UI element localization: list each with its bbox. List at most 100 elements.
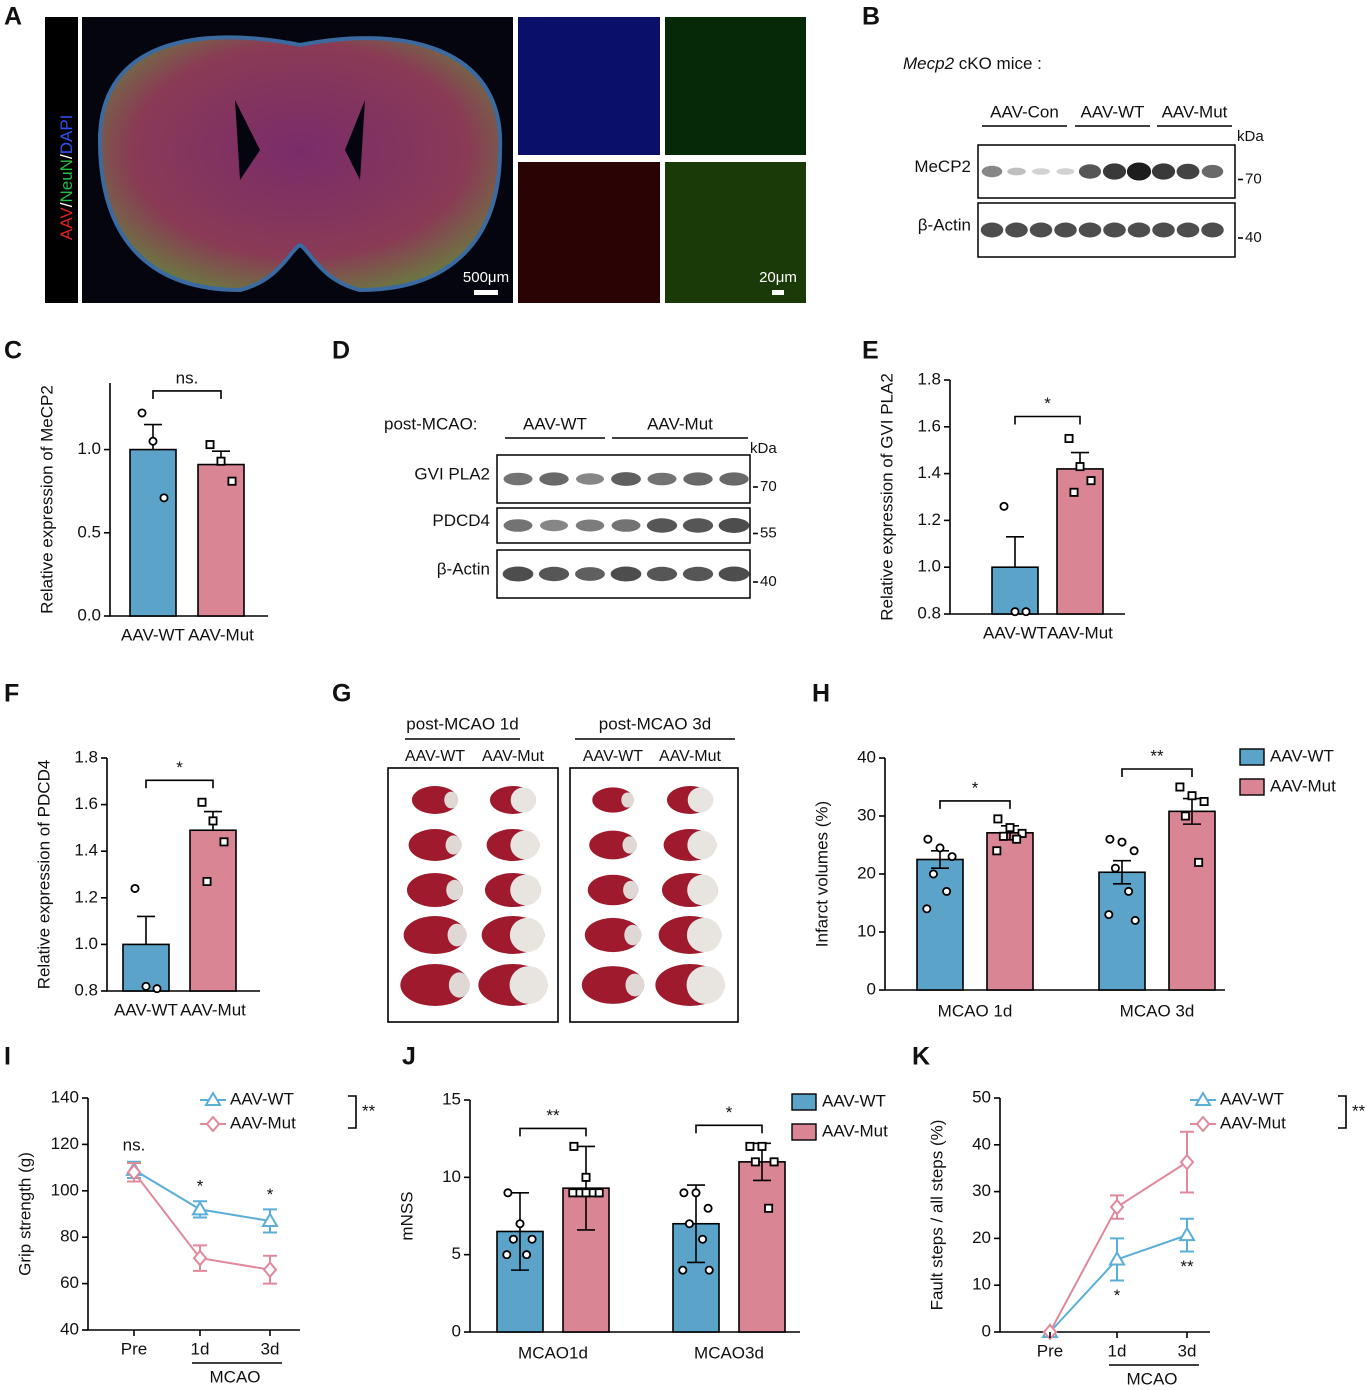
data-point (704, 1265, 714, 1275)
data-point (1064, 433, 1074, 443)
lane-group: AAV-WT (523, 414, 587, 433)
y-tick-label: 10 (972, 1275, 991, 1294)
data-point (1129, 846, 1139, 856)
data-point (1180, 811, 1190, 821)
band (1102, 163, 1127, 180)
y-tick-label: 100 (51, 1180, 79, 1199)
x-tick-label: 3d (261, 1339, 280, 1358)
sig-bracket (1121, 768, 1193, 777)
infarct (625, 973, 645, 997)
data-point (998, 831, 1008, 841)
legend-label: AAV-WT (230, 1089, 294, 1108)
y-tick-label: 60 (60, 1273, 79, 1292)
error-bar (511, 1192, 529, 1271)
bar (197, 463, 245, 617)
y-tick-label: 140 (51, 1087, 79, 1106)
data-point (219, 837, 229, 847)
y-axis-label: Relative expression of PDCD4 (34, 760, 53, 990)
data-point (999, 501, 1009, 511)
infarct (621, 792, 634, 808)
data-point (515, 1219, 525, 1229)
brain-slice (589, 830, 637, 860)
x-tick-label: Pre (121, 1339, 147, 1358)
y-tick-label: 50 (972, 1087, 991, 1106)
data-point (942, 886, 952, 896)
brain-slice (411, 786, 459, 814)
band (718, 518, 750, 533)
bar (1168, 810, 1216, 991)
data-point (208, 816, 218, 826)
data-point (569, 1141, 579, 1151)
legend-swatch (791, 1093, 817, 1111)
data-point (594, 1188, 604, 1198)
legend-bracket (1338, 1095, 1347, 1129)
infarct (623, 880, 639, 900)
error-bar (1113, 859, 1131, 885)
row-label: PDCD4 (432, 511, 490, 530)
data-point (197, 797, 207, 807)
x-tick-label: MCAO 3d (1120, 1001, 1195, 1020)
data-point (581, 1188, 591, 1198)
y-tick-label: 0.0 (77, 605, 101, 624)
data-point (130, 883, 140, 893)
data-point (1124, 886, 1134, 896)
infarct (447, 923, 467, 947)
infarct (509, 966, 548, 1004)
data-point (141, 981, 151, 991)
x-tick-label: MCAO 1d (938, 1001, 1013, 1020)
sig-bracket (1014, 415, 1081, 425)
bar (986, 832, 1034, 991)
band (1176, 163, 1200, 180)
data-point (1199, 797, 1209, 807)
band (503, 519, 533, 532)
sig-label: ns. (176, 368, 199, 387)
size-marker: 40 (1245, 229, 1262, 246)
data-point (993, 814, 1003, 824)
data-point (1194, 857, 1204, 867)
data-point (745, 1141, 755, 1151)
sig-bracket (145, 779, 214, 789)
legend-label: AAV-WT (1220, 1089, 1284, 1108)
marker (1195, 1115, 1211, 1133)
bar (189, 829, 237, 992)
scale-bar (474, 290, 498, 295)
band (1176, 222, 1200, 238)
y-tick-label: 10 (857, 921, 876, 940)
y-tick-label: 1.2 (917, 510, 941, 529)
data-point (159, 493, 169, 503)
data-point (684, 1219, 694, 1229)
timepoint: post-MCAO 1d (406, 714, 518, 733)
sig-label: * (197, 1177, 204, 1196)
band (980, 222, 1004, 238)
marker (1179, 1153, 1195, 1171)
data-point (1010, 607, 1020, 617)
sig-bracket (519, 1127, 587, 1137)
y-tick-label: 1.6 (74, 794, 98, 813)
band (1201, 164, 1224, 179)
data-point (205, 440, 215, 450)
error-bar (137, 915, 155, 945)
band (647, 472, 677, 486)
data-point (923, 834, 933, 844)
y-tick-label: 40 (972, 1134, 991, 1153)
panel-letter: B (862, 3, 880, 31)
group-label: AAV-WT (583, 748, 643, 765)
stain-label: AAV/NeuN/DAPI (57, 115, 76, 240)
infarct (686, 966, 725, 1004)
x-tick-label: MCAO1d (518, 1343, 588, 1362)
data-point (703, 1203, 713, 1213)
panel-letter: F (4, 680, 19, 708)
data-point (691, 1188, 701, 1198)
band (611, 519, 641, 532)
merge-image (665, 162, 806, 303)
legend-label: AAV-Mut (230, 1113, 296, 1132)
infarct (510, 874, 542, 906)
y-tick-label: 120 (51, 1134, 79, 1153)
data-point (152, 984, 162, 994)
sig-label: ns. (123, 1135, 146, 1154)
stain-dapi: DAPI (57, 115, 76, 155)
sig-bracket (939, 800, 1011, 809)
panel-letter: J (402, 1043, 416, 1071)
y-tick-label: 1.4 (74, 841, 98, 860)
panel-letter: I (4, 1043, 11, 1071)
